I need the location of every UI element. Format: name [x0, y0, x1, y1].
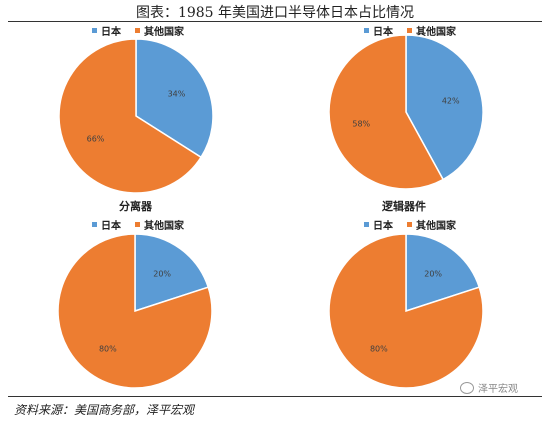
- pie-4-slice-other: [328, 233, 484, 389]
- watermark: 泽平宏观: [460, 380, 518, 395]
- pie-4-slice-japan: [405, 233, 481, 313]
- legend-swatch-other: [135, 222, 140, 227]
- legend-label-japan: 日本: [101, 27, 121, 38]
- pie-1-slice-japan: [135, 38, 214, 159]
- pie-3-label-japan: 20%: [153, 270, 171, 279]
- pie-3-label-other: 80%: [99, 344, 117, 353]
- pie-2-slice-other: [328, 34, 445, 190]
- legend-label-japan: 日本: [373, 221, 393, 232]
- title-divider: [8, 21, 542, 22]
- legend-label-japan: 日本: [101, 221, 121, 232]
- legend-item-japan: 日本: [92, 23, 121, 38]
- pie-1-slice-other: [58, 38, 203, 194]
- legend-label-other: 其他国家: [144, 221, 184, 232]
- legend-swatch-japan: [92, 28, 97, 33]
- pie-2-label-japan: 42%: [442, 97, 460, 106]
- legend-swatch-japan: [364, 28, 369, 33]
- pie-4-label-japan: 20%: [424, 270, 442, 279]
- legend-swatch-japan: [92, 222, 97, 227]
- pie-2-slice-japan: [405, 34, 484, 181]
- legend-item-other: 其他国家: [407, 23, 456, 38]
- legend-item-japan: 日本: [92, 217, 121, 232]
- legend-swatch-other: [407, 28, 412, 33]
- pie-1-label-japan: 34%: [168, 90, 186, 99]
- legend-item-japan: 日本: [364, 23, 393, 38]
- legend-swatch-japan: [364, 222, 369, 227]
- pie-1-caption: 分离器: [119, 200, 152, 213]
- wechat-icon: [460, 381, 474, 394]
- legend-item-other: 其他国家: [135, 217, 184, 232]
- pie-2-label-other: 58%: [352, 119, 370, 128]
- pie-3-slice-japan: [134, 233, 210, 313]
- pie-1-label-other: 66%: [87, 134, 105, 143]
- legend-label-japan: 日本: [373, 27, 393, 38]
- source-divider: [8, 396, 542, 397]
- legend-1: 日本 其他国家: [92, 23, 198, 38]
- page-title: 图表：1985 年美国进口半导体日本占比情况: [135, 5, 415, 21]
- legend-label-other: 其他国家: [144, 27, 184, 38]
- pie-2-caption: 逻辑器件: [382, 200, 426, 213]
- legend-item-japan: 日本: [364, 217, 393, 232]
- source-note: 资料来源：美国商务部，泽平宏观: [14, 403, 195, 417]
- legend-item-other: 其他国家: [135, 23, 184, 38]
- watermark-text: 泽平宏观: [478, 384, 518, 395]
- legend-swatch-other: [135, 28, 140, 33]
- legend-label-other: 其他国家: [416, 27, 456, 38]
- legend-2: 日本 其他国家: [364, 23, 470, 38]
- legend-item-other: 其他国家: [407, 217, 456, 232]
- legend-3: 日本 其他国家: [92, 217, 198, 232]
- legend-label-other: 其他国家: [416, 221, 456, 232]
- pie-3-slice-other: [57, 233, 213, 389]
- legend-4: 日本 其他国家: [364, 217, 470, 232]
- legend-swatch-other: [407, 222, 412, 227]
- pie-4-label-other: 80%: [370, 344, 388, 353]
